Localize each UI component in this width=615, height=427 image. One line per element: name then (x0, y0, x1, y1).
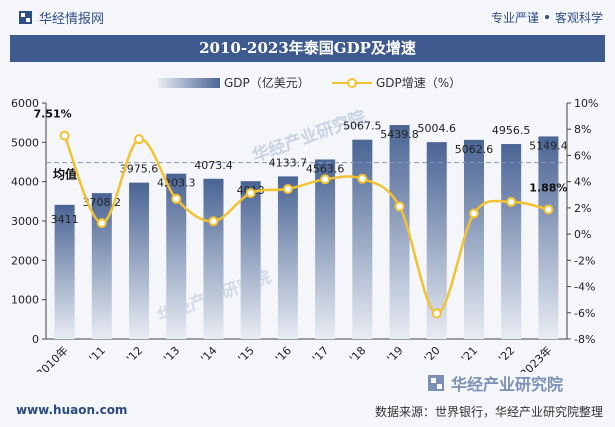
x-tick-label: '14 (198, 344, 219, 365)
x-tick-label: '22 (496, 344, 517, 365)
growth-marker (357, 173, 368, 184)
gdp-value-label: 4563.6 (306, 162, 345, 175)
x-tick-label: '12 (124, 344, 145, 365)
chart-watermark-1: 华经产业研究院 (250, 106, 369, 166)
gdp-bar (501, 144, 522, 339)
x-tick-label: '19 (384, 344, 405, 365)
gdp-value-label: 5439.8 (380, 128, 419, 141)
watermark-logo-icon (428, 375, 444, 391)
growth-marker (468, 208, 479, 219)
y-left-tick-label: 3000 (11, 215, 39, 228)
gdp-bar (54, 204, 75, 339)
y-right-tick-label: -8% (574, 333, 595, 346)
growth-marker (320, 174, 331, 185)
legend: GDP（亿美元） GDP增速（%） (158, 75, 461, 90)
gdp-bar (277, 176, 298, 339)
x-tick-label: '16 (273, 344, 294, 365)
y-right-tick-label: -2% (574, 254, 595, 267)
gdp-value-label: 4203.3 (157, 177, 196, 190)
gdp-value-label: 3411 (51, 213, 79, 226)
mean-line-label: 均值 (53, 167, 77, 182)
brand-name: 华经情报网 (39, 11, 105, 27)
site-url: www.huaon.com (16, 403, 128, 417)
top-bar: 华经情报网 专业严谨 客观科学 (0, 0, 615, 34)
x-tick-label: '17 (310, 344, 331, 365)
y-right-tick-label: 10% (574, 97, 598, 110)
gdp-value-label: 5004.6 (418, 122, 457, 135)
motto-separator (544, 15, 549, 19)
gdp-bar (315, 159, 336, 339)
x-tick-label: '18 (347, 344, 368, 365)
legend-gdp-label: GDP（亿美元） (224, 75, 310, 90)
brand-logo-icon (19, 10, 32, 24)
y-right-tick-label: -4% (574, 281, 595, 294)
gdp-bar (91, 193, 112, 339)
data-source: 数据来源：世界银行，华经产业研究院整理 (374, 405, 603, 419)
chart-title: 2010-2023年泰国GDP及增速 (10, 35, 605, 62)
gdp-value-label: 3708.2 (83, 196, 122, 209)
y-left-tick-label: 1000 (11, 294, 39, 307)
y-left-tick-label: 6000 (11, 97, 39, 110)
footer: www.huaon.com 数据来源：世界银行，华经产业研究院整理 (0, 395, 615, 427)
y-right-tick-label: 0% (574, 228, 591, 241)
growth-marker (245, 188, 256, 199)
gdp-value-label: 3975.6 (120, 163, 159, 176)
x-tick-label: '11 (87, 344, 108, 365)
y-right-tick-label: 4% (574, 176, 591, 189)
brand: 华经情报网 (18, 8, 104, 27)
watermark-text: 华经产业研究院 (451, 375, 564, 394)
y-left-tick-label: 2000 (11, 254, 39, 267)
growth-marker (208, 216, 219, 227)
x-tick-label: '20 (422, 344, 443, 365)
gdp-bar (538, 136, 559, 339)
gdp-value-label: 4956.5 (492, 124, 531, 137)
gdp-bar (166, 173, 187, 339)
x-tick-label: '21 (459, 344, 480, 365)
growth-marker (394, 201, 405, 212)
motto-left: 专业严谨 (490, 10, 539, 25)
gdp-value-label: 5149.4 (529, 139, 568, 152)
x-tick-label: '13 (161, 344, 182, 365)
gdp-bar (129, 182, 150, 339)
gdp-value-label: 5067.5 (343, 120, 382, 133)
gdp-bar (352, 139, 373, 339)
growth-marker (282, 184, 293, 195)
growth-marker (171, 193, 182, 204)
y-right-tick-label: 8% (574, 123, 591, 136)
y-left-tick-label: 5000 (11, 136, 39, 149)
growth-marker (134, 134, 145, 145)
growth-value-label: 7.51% (34, 108, 72, 121)
gdp-bar (426, 142, 447, 339)
growth-marker (506, 196, 517, 207)
legend-growth-label: GDP增速（%） (376, 76, 461, 90)
footer-watermark: 华经产业研究院 (427, 371, 563, 395)
chart-svg: GDP（亿美元） GDP增速（%） 华经产业研究院 华经产业研究院 010002… (11, 75, 598, 372)
motto: 专业严谨 客观科学 (491, 9, 603, 26)
growth-marker (543, 204, 554, 215)
y-right-tick-label: 6% (574, 149, 591, 162)
x-tick-label: 2010年 (33, 343, 70, 372)
gdp-bar (240, 181, 261, 339)
gdp-bar (203, 178, 224, 339)
motto-right: 客观科学 (554, 10, 603, 25)
gdp-bar (389, 125, 410, 339)
y-right-tick-label: -6% (574, 307, 595, 320)
growth-value-label: 1.88% (529, 181, 567, 194)
gdp-value-label: 4133.7 (269, 156, 308, 169)
x-tick-label: 2023年 (517, 343, 554, 372)
growth-marker (96, 218, 107, 229)
legend-gdp-swatch (158, 78, 220, 88)
gdp-value-label: 4073.4 (194, 159, 233, 172)
y-right-tick-label: 2% (574, 202, 591, 215)
x-tick-label: '15 (236, 344, 257, 365)
y-left-tick-label: 4000 (11, 176, 39, 189)
gdp-value-label: 5062.6 (455, 143, 494, 156)
gdp-bar (463, 139, 484, 339)
growth-marker (431, 308, 442, 319)
growth-marker (59, 130, 70, 141)
y-left-tick-label: 0 (32, 333, 39, 346)
legend-growth-marker (347, 78, 357, 88)
